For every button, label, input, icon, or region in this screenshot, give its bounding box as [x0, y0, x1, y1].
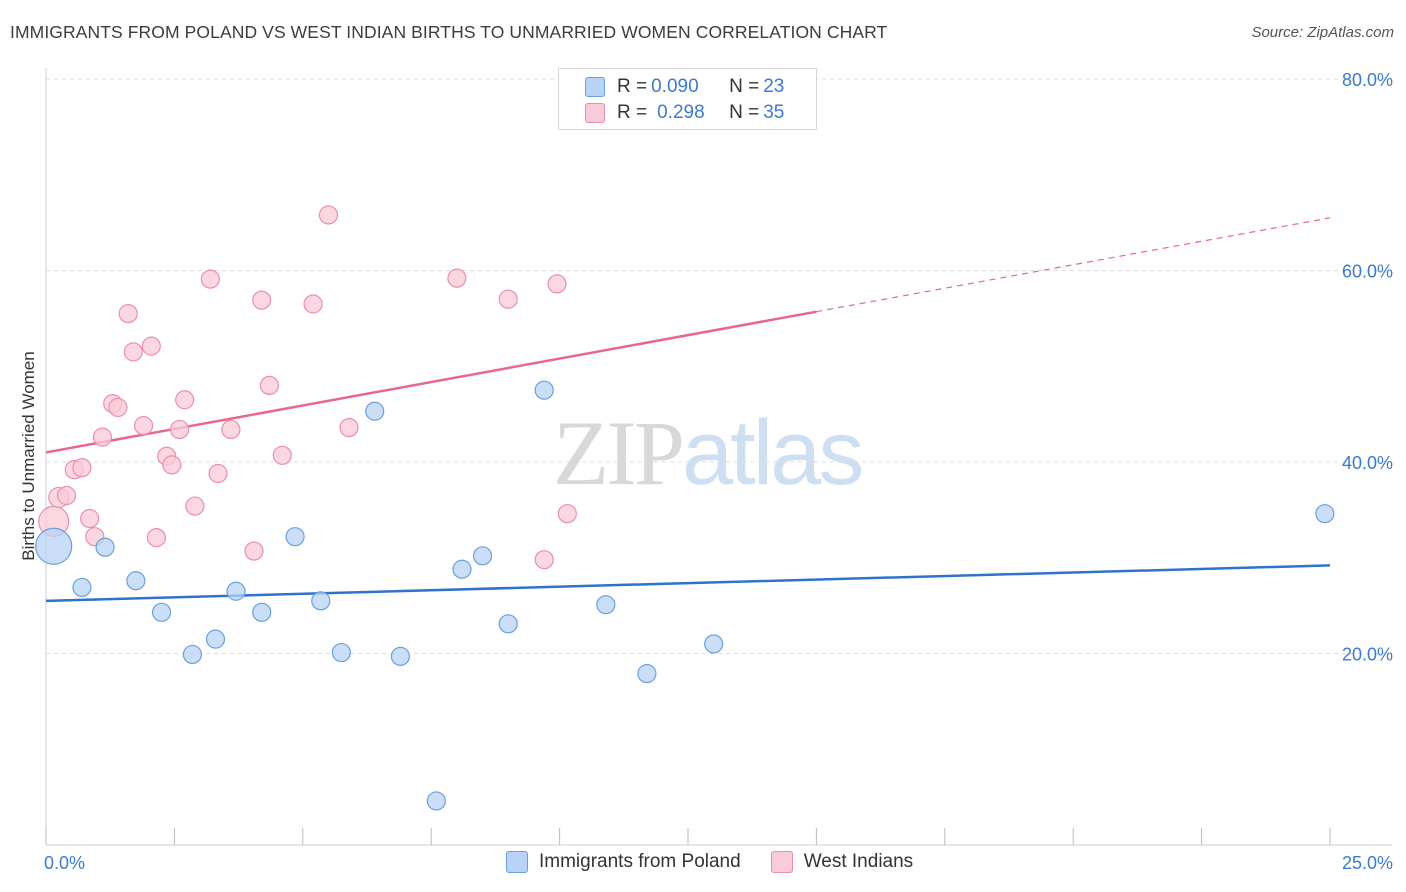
data-point-poland	[285, 527, 305, 547]
data-point-west-indians	[146, 528, 167, 548]
data-point-west-indians	[534, 550, 554, 570]
data-point-west-indians	[92, 427, 113, 447]
chart-title: IMMIGRANTS FROM POLAND VS WEST INDIAN BI…	[10, 22, 888, 42]
tick-labels: 20.0% 40.0% 60.0% 80.0% 0.0% 25.0%	[44, 70, 1393, 873]
data-point-west-indians	[141, 336, 161, 356]
trend-line-solid	[45, 310, 817, 454]
trend-lines	[45, 217, 1331, 603]
data-point-poland	[72, 577, 92, 598]
data-point-west-indians	[252, 290, 272, 310]
series-legend: Immigrants from Poland West Indians	[506, 851, 943, 873]
data-point-poland	[151, 602, 172, 622]
data-point-poland	[390, 646, 410, 666]
x-tick-label: 0.0%	[44, 853, 85, 873]
data-point-poland	[182, 644, 202, 665]
legend-r-value: 0.298	[657, 102, 705, 123]
data-point-poland	[311, 591, 331, 611]
series-legend-item-poland: Immigrants from Poland	[506, 851, 741, 873]
legend-row-west-indians: R = 0.298 N = 35	[585, 101, 784, 125]
data-point-west-indians	[162, 455, 182, 475]
series-swatch-pink	[770, 851, 793, 873]
legend-swatch-pink	[585, 103, 605, 123]
series-label: West Indians	[803, 851, 914, 872]
data-point-poland	[426, 791, 446, 811]
axes	[45, 68, 1392, 846]
data-point-west-indians	[339, 417, 359, 438]
watermark: ZIPatlas	[553, 400, 864, 506]
data-points	[35, 205, 1335, 811]
source-label: Source: ZipAtlas.com	[1251, 24, 1394, 41]
data-point-west-indians	[447, 268, 467, 288]
data-point-poland	[498, 614, 518, 634]
data-point-poland	[704, 634, 724, 654]
series-legend-item-west-indians: West Indians	[770, 851, 914, 873]
legend-r-label: R =	[617, 102, 648, 123]
data-point-poland	[596, 595, 616, 615]
data-point-west-indians	[244, 541, 264, 561]
data-point-poland	[205, 629, 226, 649]
legend-r-value: 0.090	[651, 76, 699, 97]
grid-lines	[46, 78, 1392, 654]
data-point-poland	[637, 664, 657, 684]
data-point-west-indians	[557, 504, 577, 524]
data-point-west-indians	[108, 397, 128, 418]
data-point-west-indians	[185, 496, 205, 516]
data-point-west-indians	[272, 445, 292, 465]
y-tick-label: 20.0%	[1342, 645, 1393, 665]
legend-n-label: N =	[729, 76, 760, 97]
data-point-west-indians	[547, 274, 567, 294]
data-point-west-indians	[498, 289, 518, 309]
watermark-zip: ZIP	[553, 402, 685, 504]
data-point-west-indians	[118, 303, 138, 324]
y-tick-label: 60.0%	[1342, 262, 1393, 282]
data-point-poland	[331, 642, 351, 663]
series-swatch-blue	[506, 851, 528, 873]
data-point-poland	[452, 559, 472, 579]
series-label: Immigrants from Poland	[539, 851, 741, 872]
data-point-west-indians	[80, 508, 100, 529]
data-point-west-indians	[303, 294, 323, 314]
data-point-poland	[1315, 504, 1335, 524]
data-point-west-indians	[72, 458, 92, 478]
legend-n-value: 23	[763, 76, 785, 97]
x-tick-label: 25.0%	[1342, 853, 1393, 873]
legend-row-poland: R = 0.090 N = 23	[585, 75, 784, 99]
data-point-west-indians	[175, 390, 195, 410]
watermark-atlas: atlas	[682, 402, 864, 504]
data-point-west-indians	[318, 205, 339, 225]
data-point-poland	[472, 546, 493, 566]
trend-line-dashed	[816, 217, 1331, 313]
data-point-poland	[35, 527, 73, 565]
data-point-west-indians	[56, 485, 77, 506]
legend-n-label: N =	[729, 102, 760, 123]
legend-swatch-blue	[585, 77, 605, 97]
data-point-poland	[534, 380, 554, 400]
data-point-poland	[226, 581, 246, 601]
data-point-poland	[95, 537, 115, 557]
data-point-poland	[252, 602, 272, 622]
correlation-legend: R = 0.090 N = 23 R = 0.298 N = 35	[558, 68, 817, 130]
data-point-west-indians	[169, 419, 190, 440]
data-point-west-indians	[221, 419, 241, 440]
data-point-west-indians	[259, 375, 280, 395]
data-point-west-indians	[133, 416, 154, 436]
data-point-west-indians	[123, 342, 143, 362]
y-axis-label: Births to Unmarried Women	[19, 351, 38, 560]
data-point-west-indians	[200, 269, 220, 289]
y-tick-label: 40.0%	[1342, 453, 1393, 473]
data-point-west-indians	[208, 463, 228, 484]
legend-r-label: R =	[617, 76, 648, 97]
legend-n-value: 35	[763, 102, 785, 123]
trend-line-solid	[45, 564, 1331, 603]
y-tick-label: 80.0%	[1342, 70, 1393, 90]
data-point-poland	[126, 571, 146, 591]
data-point-poland	[365, 401, 385, 421]
